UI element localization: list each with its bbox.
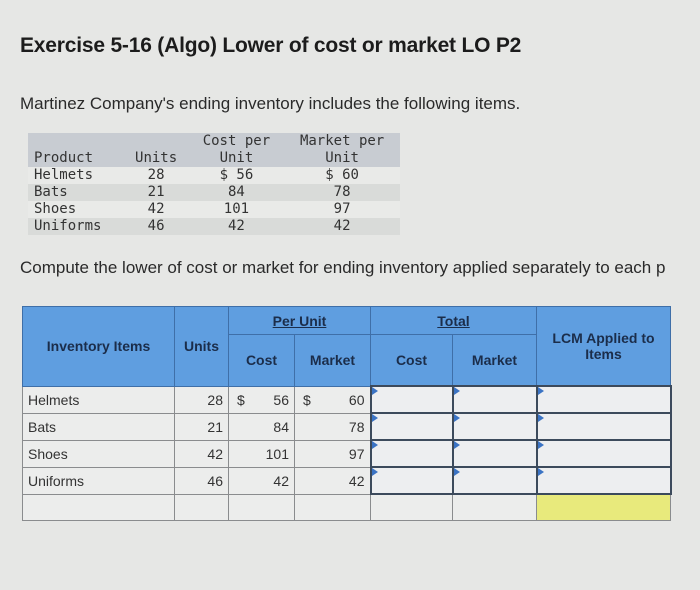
total-cost-sum xyxy=(370,493,453,521)
unit-cost-value: 101 xyxy=(228,439,295,468)
total-market-input[interactable] xyxy=(451,385,538,414)
header-per-unit-cost: Cost xyxy=(228,334,295,387)
header-product: Product xyxy=(28,133,124,167)
total-row-unit-market xyxy=(294,493,371,521)
given-row: Helmets 28 $ 56 $ 60 xyxy=(28,167,400,184)
market-value: 78 xyxy=(284,184,400,201)
market-value: 42 xyxy=(284,218,400,235)
header-total-cost: Cost xyxy=(370,334,453,387)
total-market-input[interactable] xyxy=(451,466,538,495)
header-units: Units xyxy=(174,306,229,387)
lcm-total-cell xyxy=(536,493,671,521)
instruction-text: Compute the lower of cost or market for … xyxy=(20,258,666,277)
table-row: Uniforms 46 42 42 xyxy=(22,466,672,495)
table-row: Bats 21 84 78 xyxy=(22,412,672,441)
market-value: 97 xyxy=(284,201,400,218)
units-value: 28 xyxy=(174,385,229,414)
total-market-input[interactable] xyxy=(451,412,538,441)
lcm-input[interactable] xyxy=(535,385,672,414)
total-row-label xyxy=(22,493,175,521)
header-market-per-unit: Market per Unit xyxy=(284,133,400,167)
unit-cost-value: 42 xyxy=(228,466,295,495)
total-market-input[interactable] xyxy=(451,439,538,468)
header-total-market: Market xyxy=(452,334,537,387)
header-cost-per-unit: Cost per Unit xyxy=(188,133,285,167)
product-name: Uniforms xyxy=(28,218,124,235)
lcm-input[interactable] xyxy=(535,439,672,468)
units-value: 42 xyxy=(123,201,189,218)
units-value: 21 xyxy=(174,412,229,441)
given-row: Shoes 42 101 97 xyxy=(28,201,400,218)
lcm-answer-table: Inventory Items Units Per Unit Total LCM… xyxy=(22,306,672,521)
given-row: Uniforms 46 42 42 xyxy=(28,218,400,235)
header-inventory-items: Inventory Items xyxy=(22,306,175,387)
exercise-title: Exercise 5-16 (Algo) Lower of cost or ma… xyxy=(20,34,522,57)
total-cost-input[interactable] xyxy=(369,439,454,468)
total-cost-input[interactable] xyxy=(369,385,454,414)
unit-market-value: 97 xyxy=(294,439,371,468)
header-lcm-applied: LCM Applied to Items xyxy=(536,306,671,387)
unit-cost-value: $56 xyxy=(228,385,295,414)
total-market-sum xyxy=(452,493,537,521)
cost-value: 101 xyxy=(188,201,285,218)
total-row-units xyxy=(174,493,229,521)
units-value: 46 xyxy=(123,218,189,235)
units-value: 28 xyxy=(123,167,189,184)
market-value: $ 60 xyxy=(284,167,400,184)
units-value: 21 xyxy=(123,184,189,201)
total-row-unit-cost xyxy=(228,493,295,521)
unit-cost-value: 84 xyxy=(228,412,295,441)
total-cost-input[interactable] xyxy=(369,466,454,495)
item-name: Helmets xyxy=(22,385,175,414)
item-name: Uniforms xyxy=(22,466,175,495)
total-cost-input[interactable] xyxy=(369,412,454,441)
lcm-input[interactable] xyxy=(535,412,672,441)
item-name: Shoes xyxy=(22,439,175,468)
product-name: Bats xyxy=(28,184,124,201)
header-total: Total xyxy=(370,306,537,335)
cost-value: 42 xyxy=(188,218,285,235)
unit-market-value: $60 xyxy=(294,385,371,414)
intro-text: Martinez Company's ending inventory incl… xyxy=(20,94,521,113)
given-inventory-table: Product Units Cost per Unit Market per Uni… xyxy=(28,133,400,235)
header-units: Units xyxy=(123,133,189,167)
header-per-unit: Per Unit xyxy=(228,306,371,335)
unit-market-value: 78 xyxy=(294,412,371,441)
units-value: 42 xyxy=(174,439,229,468)
product-name: Helmets xyxy=(28,167,124,184)
table-row: Shoes 42 101 97 xyxy=(22,439,672,468)
table-row: Helmets 28 $56 $60 xyxy=(22,385,672,414)
header-per-unit-market: Market xyxy=(294,334,371,387)
lcm-input[interactable] xyxy=(535,466,672,495)
cost-value: 84 xyxy=(188,184,285,201)
item-name: Bats xyxy=(22,412,175,441)
cost-value: $ 56 xyxy=(188,167,285,184)
total-row xyxy=(22,493,671,521)
given-row: Bats 21 84 78 xyxy=(28,184,400,201)
product-name: Shoes xyxy=(28,201,124,218)
units-value: 46 xyxy=(174,466,229,495)
unit-market-value: 42 xyxy=(294,466,371,495)
